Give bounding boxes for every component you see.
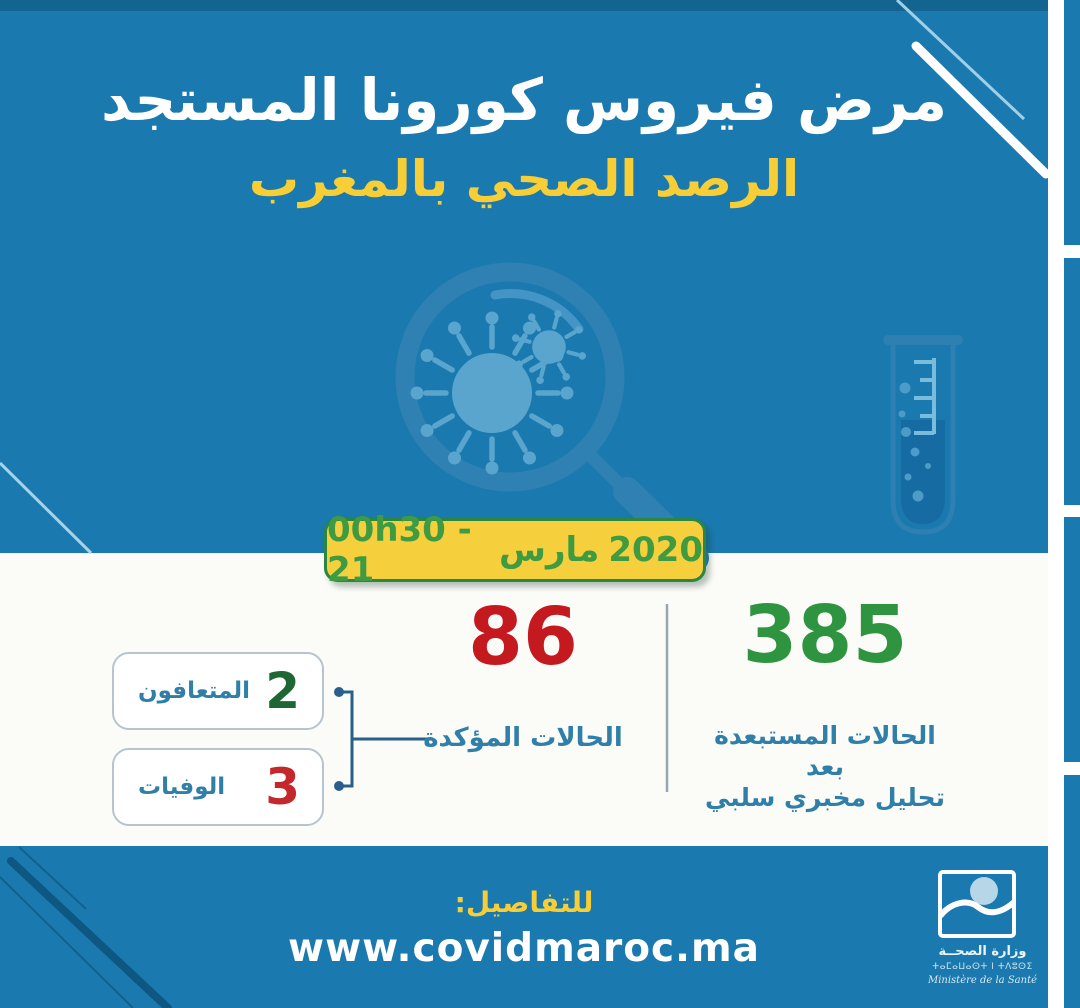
right-strip-segment bbox=[1064, 258, 1080, 505]
excluded-label-line2: تحليل مخبري سلبي bbox=[705, 783, 945, 812]
deaths-value: 3 bbox=[265, 758, 300, 816]
recovered-label: المتعافون bbox=[138, 678, 251, 704]
badge-time-day: 00h30 - 21 bbox=[327, 510, 472, 590]
website-url: www.covidmaroc.ma bbox=[288, 926, 760, 971]
poster-title: مرض فيروس كورونا المستجد bbox=[100, 66, 948, 134]
excluded-label-line1: الحالات المستبعدة بعد bbox=[714, 721, 936, 781]
ministry-name-french: Ministère de la Santé bbox=[927, 975, 1038, 986]
test-tube-icon bbox=[883, 335, 963, 535]
recovered-value: 2 bbox=[265, 662, 300, 720]
footer-blue-panel bbox=[0, 846, 1048, 1008]
date-badge: 00h30 - 21 مارس 2020 bbox=[324, 510, 706, 590]
excluded-cases-label: الحالات المستبعدة بعد تحليل مخبري سلبي bbox=[700, 720, 950, 813]
top-dark-strip bbox=[0, 0, 1048, 11]
virus-icon-small bbox=[511, 309, 587, 385]
virus-icon bbox=[410, 311, 574, 475]
recovered-box: المتعافون 2 bbox=[112, 652, 324, 730]
poster-subtitle: الرصد الصحي بالمغرب bbox=[248, 150, 800, 208]
ministry-logo-icon bbox=[938, 870, 1016, 938]
badge-year: 2020 bbox=[608, 530, 703, 570]
connector-bracket bbox=[334, 687, 433, 791]
right-strip-segment bbox=[1064, 775, 1080, 1008]
ministry-name-tifinagh: ⵜⴰⵎⴰⵡⴰⵙⵜ ⵏ ⵜⴷⵓⵙⵉ bbox=[932, 962, 1033, 972]
diagonal-lines bbox=[0, 0, 1026, 1008]
ministry-name-arabic: وزارة الصحــة bbox=[938, 944, 1027, 959]
confirmed-cases-label: الحالات المؤكدة bbox=[423, 723, 623, 753]
right-strip-segment bbox=[1064, 517, 1080, 762]
badge-month: مارس bbox=[499, 530, 600, 570]
confirmed-cases-value: 86 bbox=[468, 591, 578, 683]
details-label: للتفاصيل: bbox=[454, 886, 594, 919]
right-strip-segment bbox=[1064, 0, 1080, 245]
deaths-label: الوفيات bbox=[138, 774, 226, 800]
deaths-box: الوفيات 3 bbox=[112, 748, 324, 826]
excluded-cases-value: 385 bbox=[742, 589, 908, 681]
